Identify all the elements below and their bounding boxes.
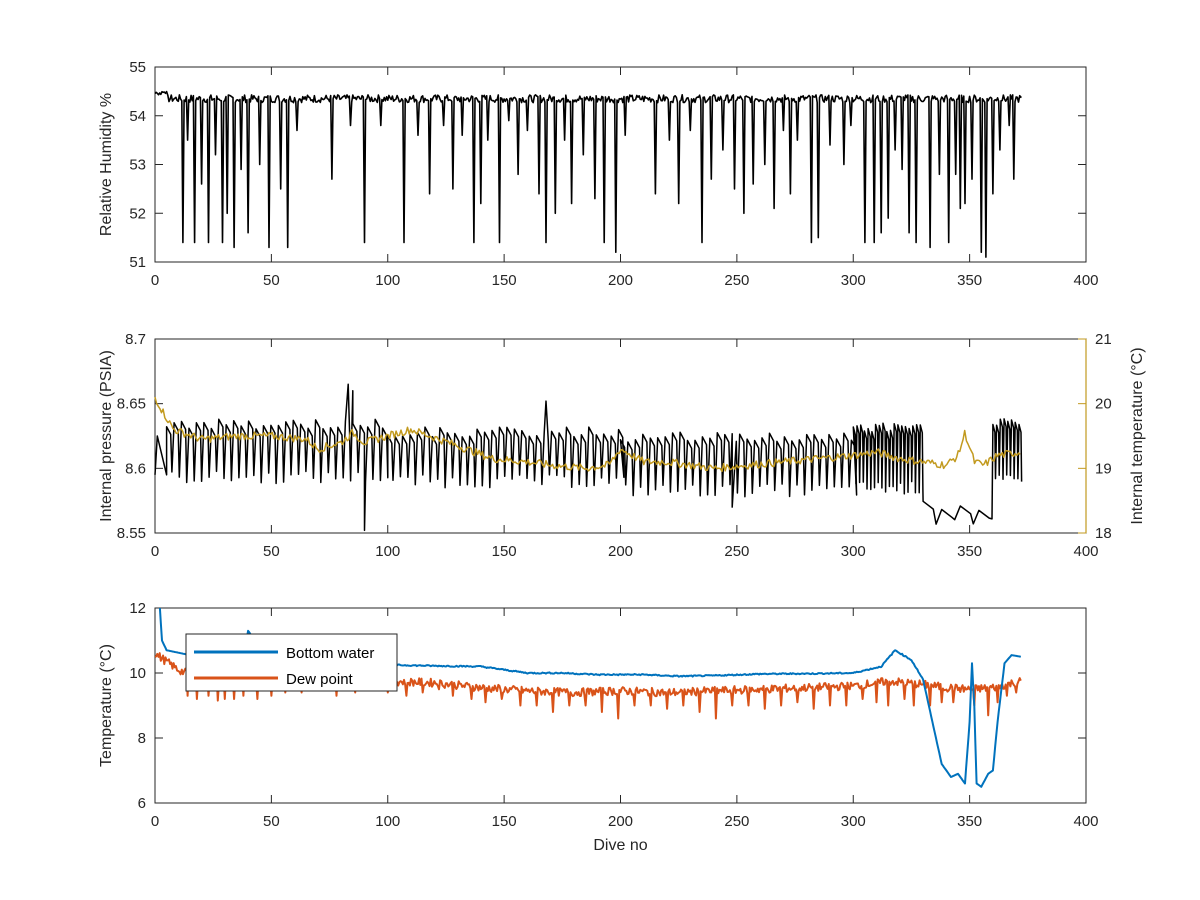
x-tick-label: 250 <box>724 813 749 830</box>
x-tick-label: 50 <box>263 543 280 560</box>
y-right-tick-label: 20 <box>1095 396 1112 413</box>
x-tick-label: 300 <box>841 272 866 289</box>
series-line-internal-temp <box>154 396 1021 473</box>
y-right-tick-label: 18 <box>1095 525 1112 542</box>
y-tick-label: 55 <box>129 59 146 76</box>
x-tick-label: 350 <box>957 543 982 560</box>
y-tick-label: 52 <box>129 205 146 222</box>
y-tick-label: 10 <box>129 665 146 682</box>
x-tick-label: 0 <box>151 813 159 830</box>
x-tick-label: 100 <box>375 813 400 830</box>
y-axis-label: Temperature (°C) <box>98 644 115 767</box>
legend-box <box>185 633 398 692</box>
legend: Bottom water Dew point <box>185 633 398 692</box>
x-tick-label: 0 <box>151 543 159 560</box>
y-tick-label: 51 <box>129 254 146 271</box>
x-tick-label: 300 <box>841 813 866 830</box>
y-right-axis-label: Internal temperature (°C) <box>1129 347 1146 524</box>
y-tick-label: 8.55 <box>117 525 146 542</box>
x-tick-label: 150 <box>492 543 517 560</box>
y-axis-label: Internal pressure (PSIA) <box>98 350 115 522</box>
x-tick-label: 250 <box>724 272 749 289</box>
axes-2: 0 50 100 150 200 250 300 350 400 8.55 8.6 8.65 8.7 In… <box>98 331 1146 560</box>
y-tick-label: 54 <box>129 108 146 125</box>
legend-label: Dew point <box>286 671 354 688</box>
y-tick-label: 8.6 <box>125 460 146 477</box>
x-tick-label: 400 <box>1073 272 1098 289</box>
x-tick-label: 300 <box>841 543 866 560</box>
y-right-tick-label: 21 <box>1095 331 1112 348</box>
y-tick-label: 53 <box>129 157 146 174</box>
y-tick-label: 8.65 <box>117 396 146 413</box>
y-axis-label: Relative Humidity % <box>98 93 115 236</box>
y-tick-label: 8.7 <box>125 331 146 348</box>
axes-1: 0 50 100 150 200 250 300 350 400 51 52 53 54 55 Relati… <box>98 59 1099 289</box>
y-tick-label: 8 <box>138 730 146 747</box>
x-tick-label: 150 <box>492 813 517 830</box>
x-tick-label: 100 <box>375 272 400 289</box>
axes-3: 0 50 100 150 200 250 300 350 400 6 8 10 12 Temperatur… <box>98 600 1099 854</box>
x-tick-label: 50 <box>263 272 280 289</box>
y-right-tick-label: 19 <box>1095 460 1112 477</box>
series-line-humidity <box>154 90 1022 258</box>
x-tick-label: 100 <box>375 543 400 560</box>
plot-area-2 <box>154 338 1087 534</box>
y-tick-label: 6 <box>138 795 146 812</box>
x-tick-label: 400 <box>1073 543 1098 560</box>
x-tick-label: 150 <box>492 272 517 289</box>
x-tick-label: 250 <box>724 543 749 560</box>
x-tick-label: 400 <box>1073 813 1098 830</box>
x-tick-label: 350 <box>957 813 982 830</box>
x-tick-label: 50 <box>263 813 280 830</box>
y-tick-label: 12 <box>129 600 146 617</box>
x-tick-label: 0 <box>151 272 159 289</box>
x-axis-label: Dive no <box>593 837 647 854</box>
legend-label: Bottom water <box>286 645 374 662</box>
x-tick-label: 350 <box>957 272 982 289</box>
x-tick-label: 200 <box>608 543 633 560</box>
x-tick-label: 200 <box>608 272 633 289</box>
x-tick-label: 200 <box>608 813 633 830</box>
